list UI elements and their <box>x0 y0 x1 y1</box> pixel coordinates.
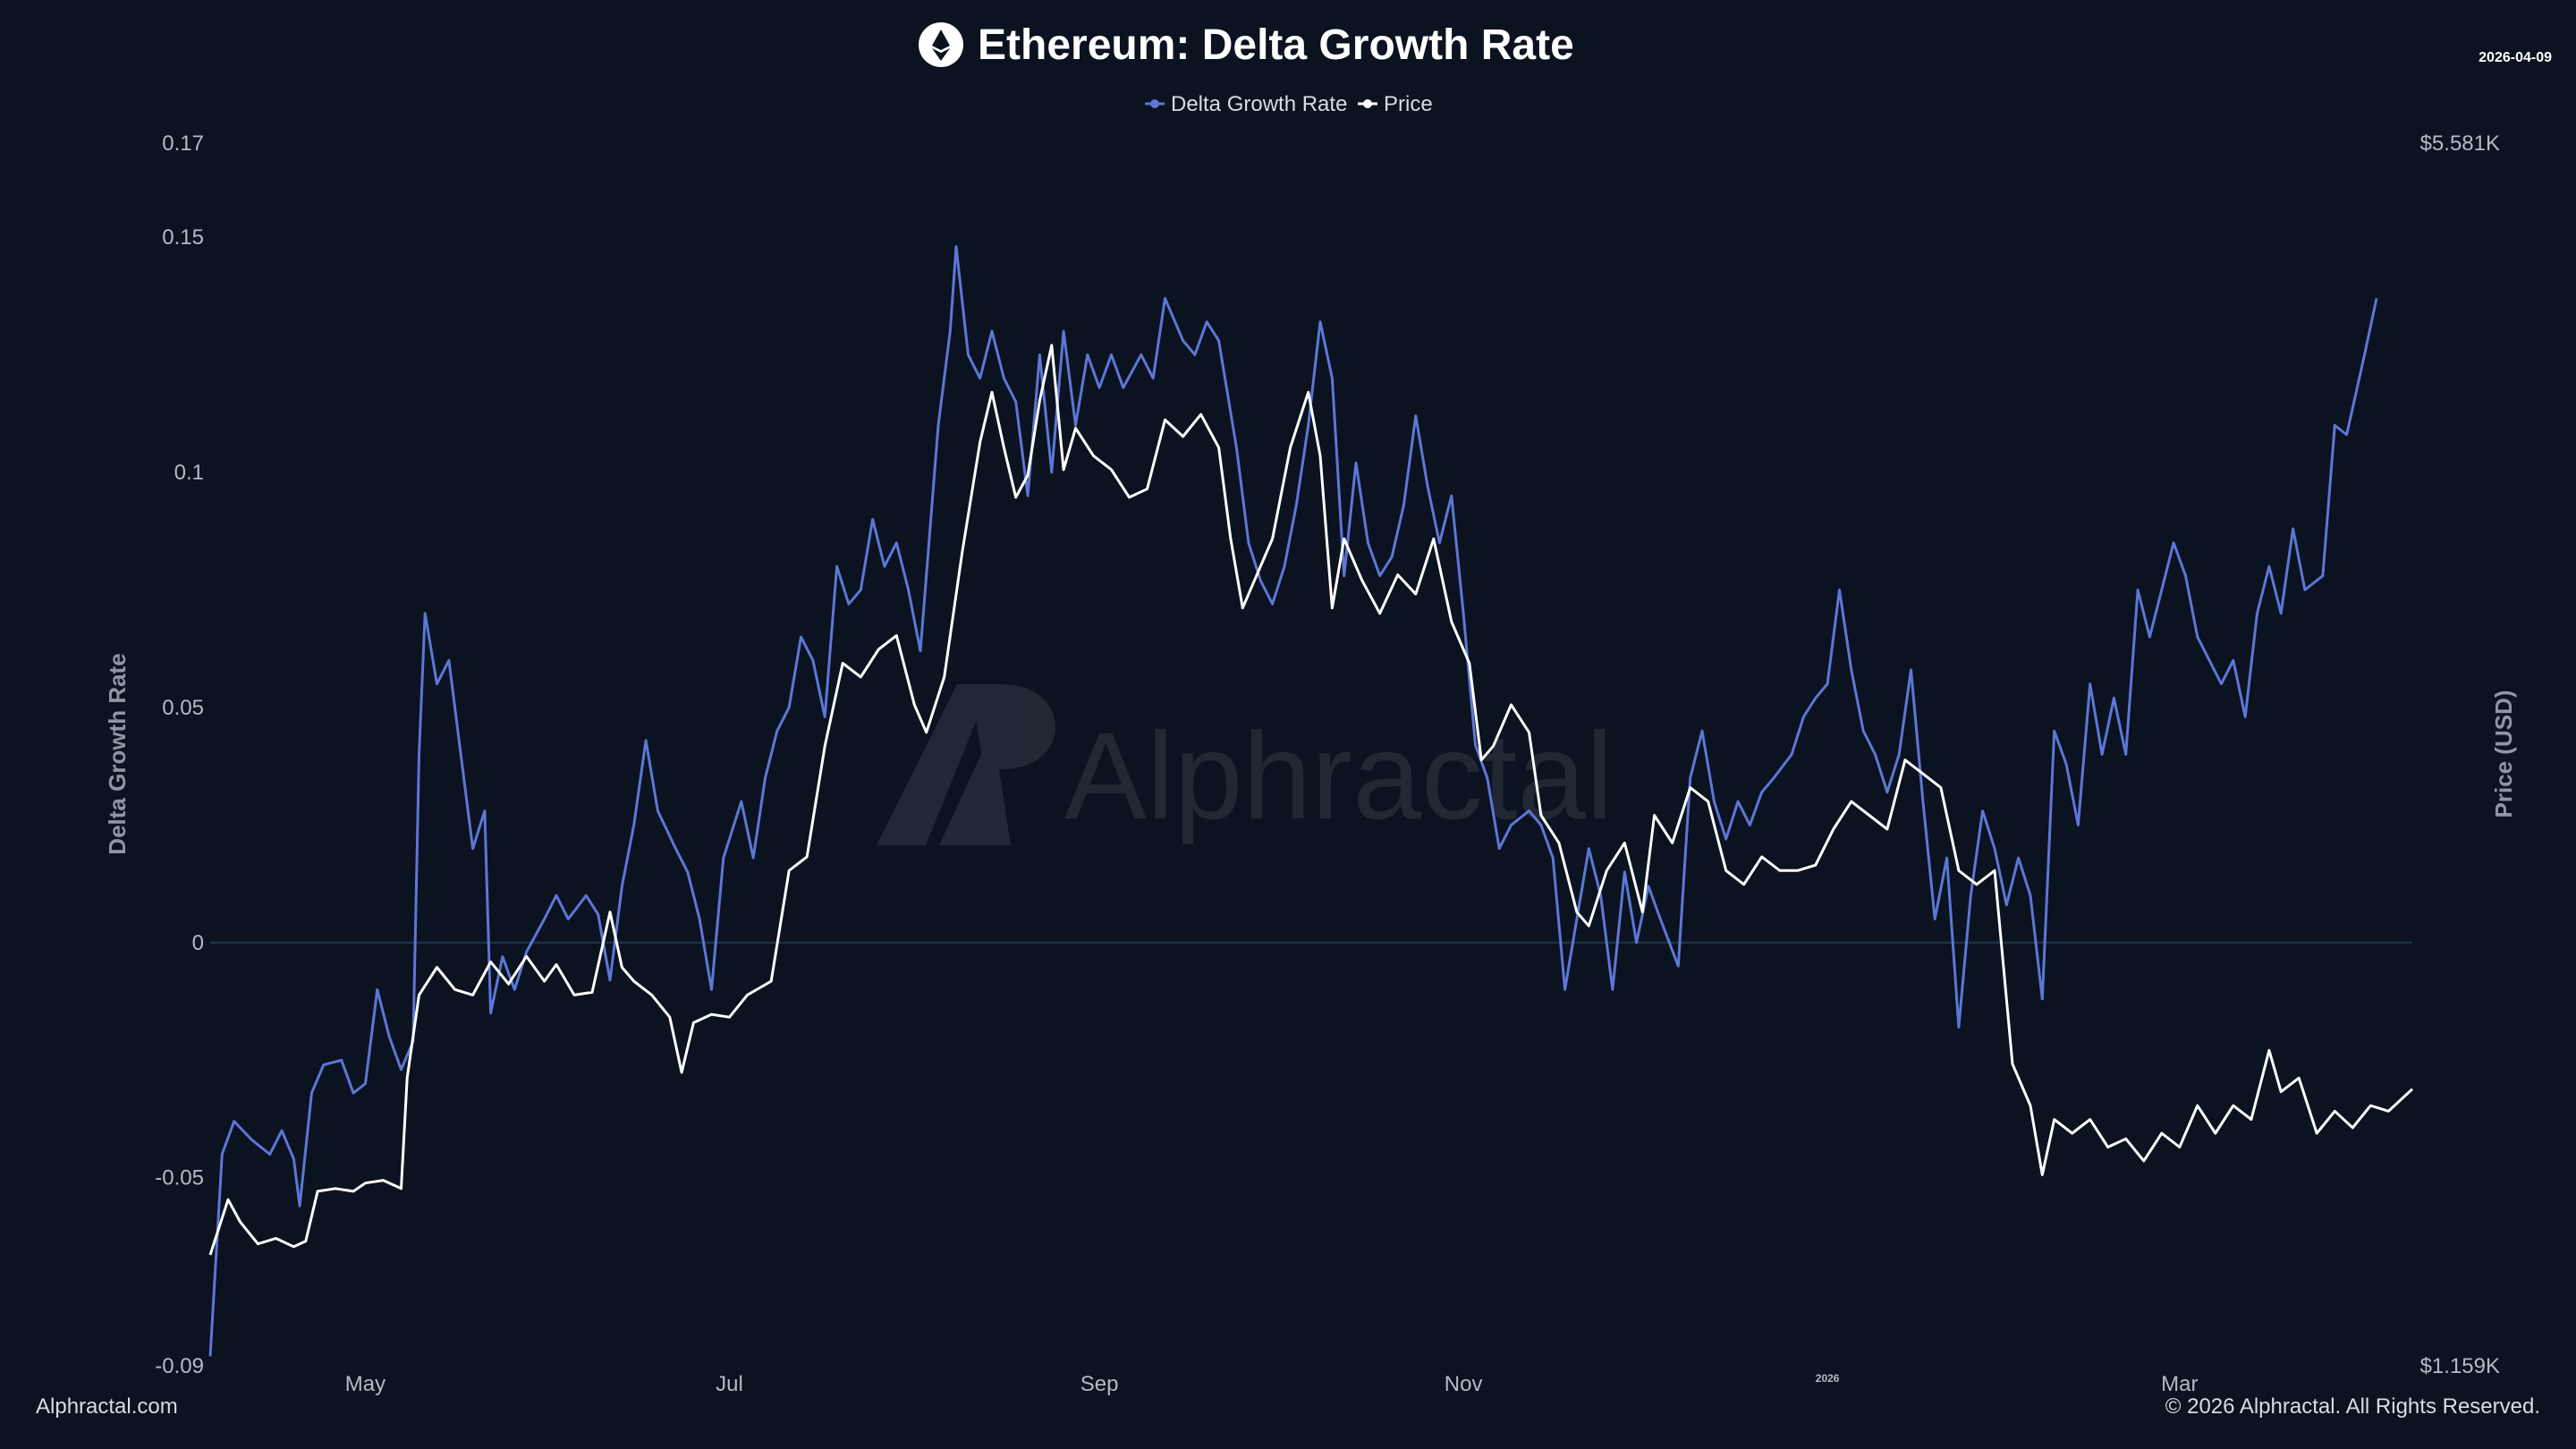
y-left-tick-label: 0 <box>192 931 204 955</box>
y-left-tick-label: 0.1 <box>174 461 204 485</box>
x-tick-label: Nov <box>1445 1372 1483 1396</box>
watermark-logo-icon <box>877 684 1055 845</box>
legend-label-price: Price <box>1384 92 1433 116</box>
ethereum-logo-icon <box>919 22 963 67</box>
chart-title: Ethereum: Delta Growth Rate <box>978 21 1574 69</box>
watermark: Alphractal <box>877 684 1614 845</box>
x-tick-label: 2026 <box>1816 1372 1840 1385</box>
legend-marker-price <box>1363 99 1372 108</box>
series-line-delta-growth-rate[interactable] <box>208 245 2378 1357</box>
x-tick-label: Jul <box>716 1372 743 1396</box>
x-tick-label: May <box>345 1372 386 1396</box>
y-left-tick-label: -0.09 <box>155 1354 204 1378</box>
y-right-tick-label: $5.581K <box>2420 131 2500 156</box>
y-axis-right-title: Price (USD) <box>2490 690 2517 818</box>
y-left-tick-label: 0.15 <box>162 225 204 250</box>
x-tick-label: Sep <box>1080 1372 1119 1396</box>
plot-area <box>208 245 2414 1357</box>
x-axis: May Jul Sep Nov 2026 Mar <box>345 1372 2199 1396</box>
watermark-text: Alphractal <box>1064 708 1614 845</box>
legend-item-price[interactable]: Price <box>1358 92 1433 116</box>
legend-label-delta: Delta Growth Rate <box>1171 92 1347 116</box>
footer-left[interactable]: Alphractal.com <box>36 1394 178 1419</box>
date-label: 2026-04-09 <box>2479 50 2552 65</box>
y-left-tick-label: 0.17 <box>162 131 204 156</box>
y-axis-right: $1.159K $5.581K <box>2420 131 2500 1378</box>
x-tick-label: Mar <box>2161 1372 2198 1396</box>
y-axis-left: -0.09 -0.05 0 0.05 0.1 0.15 0.17 <box>155 131 204 1378</box>
series-line-price[interactable] <box>208 343 2414 1256</box>
y-axis-left-title: Delta Growth Rate <box>104 653 131 854</box>
legend: Delta Growth Rate Price <box>1145 92 1433 116</box>
y-left-tick-label: 0.05 <box>162 696 204 720</box>
legend-item-delta[interactable]: Delta Growth Rate <box>1145 92 1347 116</box>
y-left-tick-label: -0.05 <box>155 1166 204 1191</box>
y-right-tick-label: $1.159K <box>2420 1354 2500 1378</box>
footer-right: © 2026 Alphractal. All Rights Reserved. <box>2165 1394 2540 1419</box>
legend-marker-delta <box>1150 99 1159 108</box>
